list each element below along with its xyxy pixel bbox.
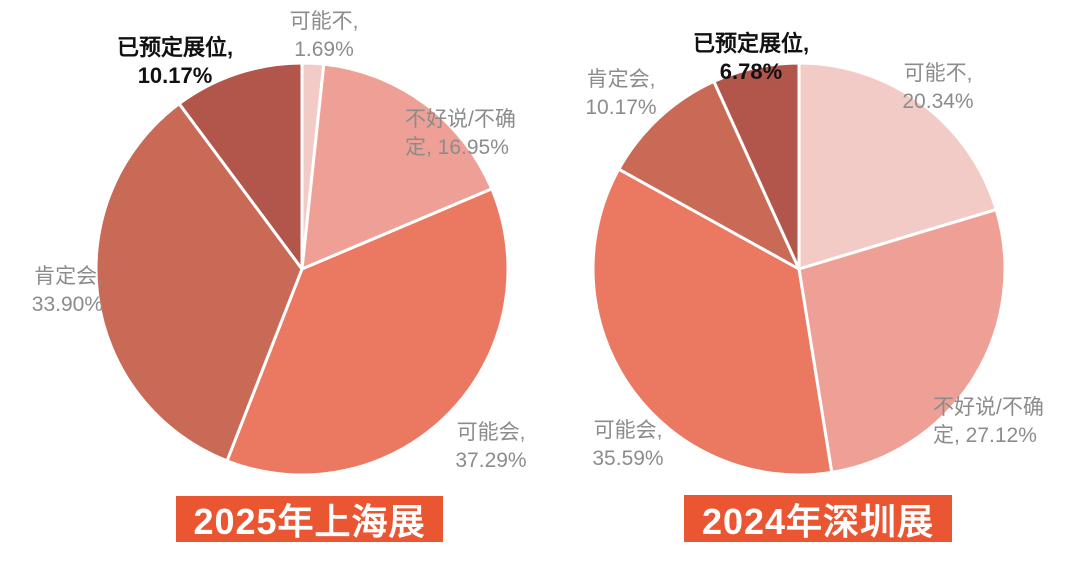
slice-label-line: 不好说/不确 xyxy=(933,396,1044,419)
slice-label-line: 肯定会, xyxy=(586,68,656,91)
slice-label-line: 10.17% xyxy=(137,63,213,88)
slice-label-line: 可能不, xyxy=(903,62,973,85)
slice-label-line: 已预定展位, xyxy=(116,35,234,60)
pie-0-slice-3 xyxy=(94,102,304,463)
pie-1-label-1: 不好说/不确 定, 27.12% xyxy=(933,394,1044,450)
slice-label-line: 20.34% xyxy=(902,90,974,113)
slice-label-line: 1.69% xyxy=(294,38,354,61)
slice-label-line: 10.17% xyxy=(585,96,657,119)
slice-label-line: 6.78% xyxy=(719,59,783,84)
pie-0-slice-1 xyxy=(300,62,494,271)
pie-0-label-2: 可能会, 37.29% xyxy=(455,419,526,475)
slice-label-line: 可能不, xyxy=(289,10,359,33)
pie-1-slice-0 xyxy=(797,61,998,271)
slice-label-line: 肯定会, xyxy=(34,265,103,288)
pie-1-label-4: 已预定展位, 6.78% xyxy=(693,30,809,86)
pie-1-label-3: 肯定会, 10.17% xyxy=(585,66,656,122)
right-chart-title-banner: 2024年深圳展 xyxy=(684,495,952,542)
pie-0-slice-4 xyxy=(177,61,304,271)
slice-label-line: 35.59% xyxy=(592,447,664,470)
slice-label-line: 不好说/不确 xyxy=(405,108,516,131)
slice-label-line: 33.90% xyxy=(31,293,103,316)
pie-1-slice-4 xyxy=(712,61,801,271)
pie-0-label-1: 不好说/不确 定, 16.95% xyxy=(405,106,516,162)
pie-1-label-2: 可能会, 35.59% xyxy=(592,417,663,473)
slice-label-line: 可能会, xyxy=(593,419,663,442)
pie-1-slice-2 xyxy=(591,167,834,477)
slice-label-line: 可能会, xyxy=(456,421,526,444)
pie-1-slice-1 xyxy=(797,208,1007,474)
slice-label-line: 37.29% xyxy=(455,449,527,472)
pie-0-label-3: 肯定会, 33.90% xyxy=(32,263,103,319)
pie-0-slice-2 xyxy=(225,187,510,477)
left-chart-title-banner: 2025年上海展 xyxy=(176,496,443,542)
slice-label-line: 已预定展位, xyxy=(692,31,810,56)
pie-1-slice-3 xyxy=(617,79,801,271)
pie-1-label-0: 可能不, 20.34% xyxy=(902,60,973,116)
pie-0-label-0: 可能不, 1.69% xyxy=(290,8,359,64)
slice-label-line: 定, 16.95% xyxy=(405,136,509,159)
pie-0-label-4: 已预定展位, 10.17% xyxy=(117,34,233,90)
slice-label-line: 定, 27.12% xyxy=(933,424,1037,447)
